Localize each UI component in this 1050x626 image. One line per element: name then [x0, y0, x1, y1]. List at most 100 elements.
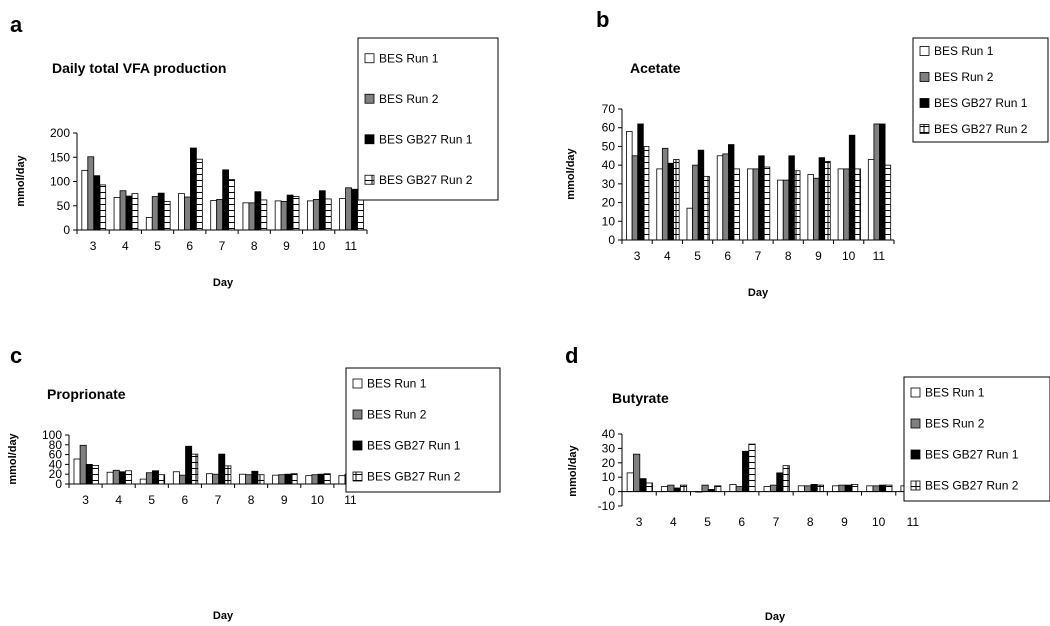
bar-bes-run-1-day-9 — [807, 174, 814, 241]
x-tick-label: 8 — [807, 515, 814, 529]
bar-bes-run-2-day-10 — [312, 199, 320, 231]
bar-bes-gb27-run-1-day-5 — [152, 470, 159, 485]
bar-bes-run-1-day-10 — [305, 475, 313, 485]
bar-bes-gb27-run-2-day-7 — [228, 179, 235, 231]
bar-bes-gb27-run-1-day-10 — [878, 484, 887, 492]
y-axis-title: mmol/day — [565, 147, 577, 199]
x-tick-label: 6 — [186, 239, 193, 253]
x-tick-label: 6 — [724, 249, 731, 263]
bar-bes-gb27-run-1-day-8 — [254, 191, 262, 231]
bar-bes-gb27-run-1-day-9 — [284, 473, 292, 485]
bar-bes-gb27-run-1-day-3 — [639, 478, 647, 493]
legend-label: BES GB27 Run 1 — [367, 439, 461, 453]
legend-label: BES Run 2 — [925, 417, 985, 431]
bar-bes-run-1-day-5 — [686, 207, 693, 241]
bar-bes-run-1-day-10 — [837, 168, 845, 241]
bar-bes-gb27-run-1-day-4 — [125, 195, 133, 231]
legend-label: BES GB27 Run 1 — [379, 132, 473, 146]
y-axis-title: mmol/day — [567, 444, 579, 496]
x-axis-title: Day — [213, 277, 234, 289]
bar-bes-gb27-run-2-day-8 — [794, 170, 801, 241]
bar-bes-gb27-run-2-day-10 — [323, 473, 331, 485]
bar-bes-gb27-run-1-day-8 — [810, 483, 818, 492]
x-tick-label: 5 — [154, 239, 161, 253]
bar-bes-gb27-run-2-day-9 — [292, 196, 300, 231]
bar-bes-run-2-day-5 — [701, 484, 709, 492]
x-tick-label: 9 — [841, 515, 848, 529]
bar-bes-run-2-day-6 — [179, 474, 186, 485]
bar-bes-gb27-run-2-day-10 — [854, 168, 861, 241]
bar-bes-gb27-run-1-day-7 — [758, 155, 765, 241]
bar-bes-gb27-run-2-day-4 — [125, 470, 133, 485]
bar-bes-gb27-run-1-day-3 — [93, 175, 101, 231]
legend-box — [912, 37, 1049, 143]
bar-bes-gb27-run-1-day-10 — [848, 134, 856, 241]
legend-label: BES GB27 Run 1 — [925, 448, 1019, 462]
bar-bes-run-1-day-8 — [777, 179, 784, 241]
legend: BES Run 1 BES Run 2 BES GB27 Run 1 BES GB27… — [912, 37, 1049, 143]
y-tick-label: 70 — [602, 102, 616, 116]
bar-bes-run-1-day-11 — [339, 198, 346, 231]
bar-bes-gb27-run-2-day-5 — [714, 485, 722, 492]
x-tick-label: 5 — [694, 249, 701, 263]
bar-bes-gb27-run-2-day-6 — [748, 443, 756, 492]
bar-bes-run-1-day-10 — [306, 200, 314, 231]
chart-title: Daily total VFA production — [52, 60, 227, 76]
y-tick-label: 200 — [50, 126, 70, 140]
x-tick-label: 9 — [815, 249, 822, 263]
y-tick-label: 20 — [602, 196, 616, 210]
y-tick-label: 40 — [602, 427, 616, 441]
bar-bes-run-1-day-8 — [797, 485, 805, 492]
x-tick-label: 10 — [312, 239, 326, 253]
bar-bes-gb27-run-2-day-4 — [679, 484, 688, 492]
x-tick-label: 7 — [755, 249, 762, 263]
bar-bes-gb27-run-1-day-9 — [286, 194, 294, 231]
legend-label: BES GB27 Run 1 — [934, 96, 1028, 110]
bar-bes-run-1-day-7 — [206, 473, 213, 485]
bar-bes-gb27-run-1-day-11 — [879, 123, 886, 241]
y-tick-label: 60 — [602, 121, 616, 135]
bar-bes-run-2-day-5 — [151, 196, 159, 231]
y-axis-title: mmol/day — [7, 432, 19, 484]
legend-swatch — [364, 134, 375, 145]
y-tick-label: 50 — [602, 139, 616, 153]
legend-label: BES Run 1 — [379, 51, 439, 65]
y-tick-label: 40 — [602, 158, 616, 172]
x-tick-label: 7 — [219, 239, 226, 253]
bar-bes-gb27-run-1-day-6 — [190, 147, 197, 231]
bar-bes-run-1-day-3 — [81, 169, 89, 231]
bar-bes-run-1-day-6 — [729, 483, 737, 492]
legend-box — [357, 37, 499, 201]
bar-bes-gb27-run-2-day-5 — [158, 474, 166, 485]
x-tick-label: 5 — [704, 515, 711, 529]
bar-bes-run-2-day-8 — [804, 485, 812, 492]
x-tick-label: 4 — [670, 515, 677, 529]
bar-bes-run-2-day-7 — [752, 168, 760, 241]
legend-label: BES GB27 Run 2 — [934, 122, 1028, 136]
x-tick-label: 3 — [636, 515, 643, 529]
y-tick-label: 0 — [608, 233, 615, 247]
bar-bes-gb27-run-2-day-6 — [733, 168, 740, 241]
x-tick-label: 11 — [345, 239, 358, 253]
legend-label: BES GB27 Run 2 — [367, 470, 461, 484]
y-tick-label: 50 — [57, 199, 71, 213]
legend-swatch — [910, 387, 921, 398]
legend-label: BES GB27 Run 2 — [379, 173, 473, 187]
x-tick-label: 11 — [873, 249, 886, 263]
x-tick-label: 8 — [251, 239, 258, 253]
chart-panel-b: b Acetate 0 10 20 30 40 50 60 70 3 4 5 6 7 8 9 10 11 Day mmo… — [565, 7, 1049, 299]
x-tick-label: 4 — [664, 249, 671, 263]
legend-box — [345, 367, 501, 493]
bar-bes-run-2-day-11 — [873, 123, 880, 241]
bar-bes-gb27-run-1-day-8 — [251, 470, 259, 485]
x-tick-label: 4 — [122, 239, 129, 253]
legend: BES Run 1 BES Run 2 BES GB27 Run 1 BES GB27… — [903, 376, 1050, 502]
y-tick-label: 100 — [50, 175, 70, 189]
bar-bes-run-1-day-4 — [113, 197, 121, 231]
bar-bes-gb27-run-1-day-4 — [667, 162, 674, 241]
bar-bes-run-1-day-6 — [716, 155, 724, 241]
bar-bes-run-2-day-7 — [212, 473, 220, 485]
x-tick-label: 7 — [773, 515, 780, 529]
